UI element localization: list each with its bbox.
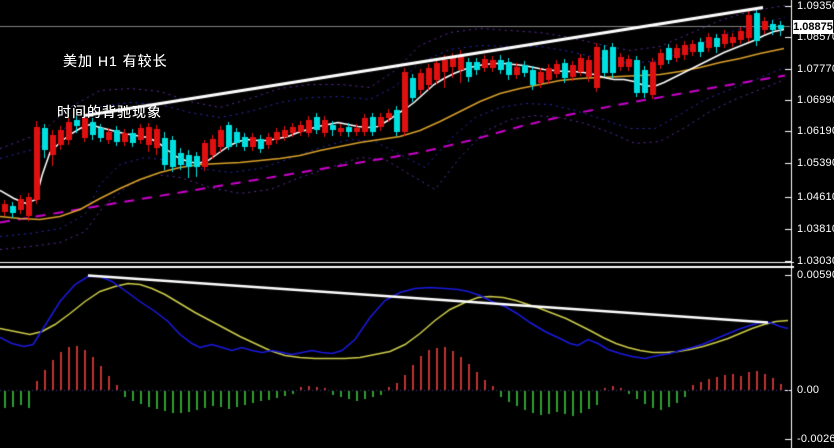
- price-axis-label: 1.06990: [797, 94, 834, 106]
- price-axis-label: 1.08570: [797, 31, 834, 43]
- current-price-tag: 1.08875: [793, 20, 833, 34]
- price-axis-label: 1.06190: [797, 125, 834, 137]
- indicator-axis-label: 0.005906: [797, 269, 834, 281]
- price-axis-label: 1.04610: [797, 191, 834, 203]
- annotation-line2: 时间的背驰现象: [57, 104, 162, 120]
- price-axis-label: 1.03810: [797, 223, 834, 235]
- annotation-line1: 美加 H1 有较长: [63, 53, 168, 69]
- indicator-axis-label: 0.00: [797, 384, 820, 396]
- indicator-axis-label: -0.00265: [797, 433, 834, 445]
- price-axis-label: 1.05390: [797, 157, 834, 169]
- price-axis-label: 1.03030: [797, 255, 834, 267]
- chart-annotation: 美加 H1 有较长 时间的背驰现象: [57, 19, 168, 155]
- price-axis-label: 1.07770: [797, 63, 834, 75]
- price-axis-label: 1.09350: [797, 0, 834, 12]
